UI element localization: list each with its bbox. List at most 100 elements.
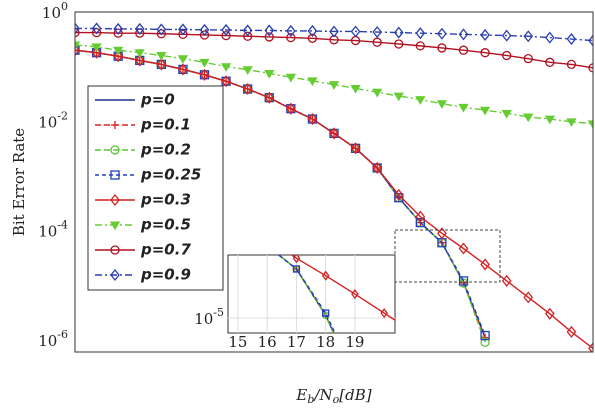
marker xyxy=(75,22,80,35)
marker xyxy=(458,242,469,255)
legend-label: p=0.9 xyxy=(140,266,191,284)
x-axis-label-part: o xyxy=(333,393,340,406)
marker xyxy=(242,24,253,37)
y-tick-label: 10-6 xyxy=(38,328,68,350)
marker xyxy=(381,50,387,56)
marker xyxy=(264,32,274,42)
marker xyxy=(588,63,593,73)
marker xyxy=(235,214,241,220)
marker xyxy=(147,21,153,29)
marker xyxy=(523,291,534,304)
marker xyxy=(178,63,188,76)
marker xyxy=(588,34,593,47)
marker xyxy=(381,118,387,123)
marker xyxy=(440,124,446,129)
marker xyxy=(566,59,577,70)
marker xyxy=(328,81,340,90)
marker xyxy=(286,32,296,43)
marker xyxy=(372,161,382,174)
legend-marker xyxy=(110,170,120,180)
marker xyxy=(307,112,318,126)
marker xyxy=(544,115,555,125)
marker xyxy=(394,39,404,49)
marker xyxy=(59,99,65,105)
marker xyxy=(372,88,383,98)
legend-marker xyxy=(111,121,119,129)
marker xyxy=(352,376,358,382)
legend-label: p=0.7 xyxy=(140,241,191,259)
axes-frame xyxy=(74,11,594,353)
marker xyxy=(410,122,416,127)
marker xyxy=(480,258,490,271)
marker xyxy=(156,58,167,71)
marker xyxy=(523,54,533,64)
marker xyxy=(1,80,7,86)
inset-x-tick-label: 19 xyxy=(345,333,364,351)
marker xyxy=(380,307,388,319)
marker xyxy=(469,368,475,376)
marker xyxy=(75,27,80,38)
marker xyxy=(393,26,404,39)
legend-label: p=0.1 xyxy=(140,116,191,134)
marker xyxy=(437,227,447,240)
y-tick-label-exponent: -4 xyxy=(57,219,68,232)
marker xyxy=(469,60,475,66)
marker xyxy=(410,54,416,60)
marker xyxy=(458,103,469,113)
plot-lines xyxy=(75,22,593,352)
marker xyxy=(566,118,577,128)
marker xyxy=(394,193,404,203)
marker xyxy=(350,84,361,94)
x-axis-label-part: b xyxy=(307,393,314,406)
marker xyxy=(498,130,504,135)
marker xyxy=(440,58,446,64)
marker xyxy=(307,24,318,37)
marker xyxy=(501,29,512,42)
marker xyxy=(480,330,490,341)
inset-x-tick-label: 18 xyxy=(316,333,335,351)
marker xyxy=(75,41,81,51)
inset-x-tick-label: 15 xyxy=(228,333,247,351)
marker xyxy=(59,99,65,105)
marker xyxy=(458,28,469,41)
marker xyxy=(264,243,270,249)
marker xyxy=(285,73,296,83)
marker xyxy=(322,309,330,317)
marker xyxy=(481,333,490,342)
inset-x-tick-label: 17 xyxy=(287,333,306,351)
marker xyxy=(264,235,270,243)
marker xyxy=(292,255,301,264)
legend-label: p=0.3 xyxy=(140,191,191,209)
marker xyxy=(30,20,36,28)
marker xyxy=(440,347,446,355)
legend-marker xyxy=(110,193,120,207)
x-axis-label-part: [dB] xyxy=(339,386,371,404)
marker xyxy=(480,48,490,58)
marker xyxy=(587,120,593,130)
marker xyxy=(134,49,145,58)
marker xyxy=(393,188,404,201)
legend-label: p=0.25 xyxy=(140,166,201,184)
marker xyxy=(59,72,65,77)
y-tick-label: 100 xyxy=(42,0,68,22)
marker xyxy=(235,214,241,220)
marker xyxy=(30,89,36,95)
marker xyxy=(235,37,241,43)
marker xyxy=(134,54,145,67)
marker xyxy=(523,30,534,43)
marker xyxy=(206,22,212,30)
marker xyxy=(329,127,339,140)
marker xyxy=(91,43,102,53)
marker xyxy=(113,28,123,38)
marker xyxy=(178,23,188,36)
marker xyxy=(566,325,577,338)
marker xyxy=(352,373,358,379)
y-tick-label: 10-4 xyxy=(38,219,68,241)
legend-marker xyxy=(110,268,120,282)
marker xyxy=(1,27,7,33)
marker xyxy=(242,66,253,75)
legend-label: p=0.5 xyxy=(140,216,191,234)
inset-lines xyxy=(1,20,504,382)
marker xyxy=(30,89,36,95)
